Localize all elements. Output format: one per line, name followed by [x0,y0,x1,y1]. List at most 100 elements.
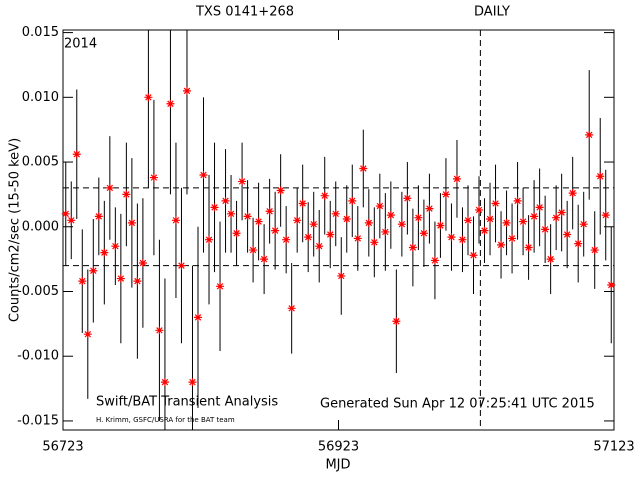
chart-subtitle: DAILY [474,5,510,20]
data-point [601,211,610,220]
data-point [541,225,550,234]
data-point [508,234,517,243]
data-point [149,173,158,182]
data-point [452,174,461,183]
year-label: 2014 [64,37,97,52]
data-point [304,233,313,242]
data-point [353,234,362,243]
data-point [293,216,302,225]
data-point [238,177,247,186]
data-point [552,213,561,222]
data-point [568,189,577,198]
data-point [530,212,539,221]
chart-title: TXS 0141+268 [195,5,294,20]
data-point [502,218,511,227]
data-point [249,246,258,255]
data-point [486,214,495,223]
data-point [397,220,406,229]
data-point [403,194,412,203]
data-point [364,218,373,227]
data-point [282,235,291,244]
data-point [469,251,478,260]
y-tick-label: -0.015 [17,413,59,428]
data-point [160,378,169,387]
y-axis-label: Counts/cm2/sec (15-50 keV) [8,138,23,322]
data-point [138,259,147,268]
data-point [480,226,489,235]
x-tick-label: 56923 [318,440,359,455]
data-point [563,230,572,239]
data-point [579,220,588,229]
data-point [590,246,599,255]
data-point [177,261,186,270]
data-point [271,226,280,235]
y-tick-label: 0.005 [22,155,59,170]
x-tick-label: 56723 [42,440,83,455]
data-point [199,170,208,179]
data-point [359,164,368,173]
data-point [243,212,252,221]
data-point [337,271,346,280]
data-point [221,196,230,205]
data-point [105,183,114,192]
y-tick-label: -0.010 [17,349,59,364]
data-point [210,203,219,212]
data-point [348,196,357,205]
data-point [127,218,136,227]
data-point [111,242,120,251]
credit: Swift/BAT Transient Analysis [96,395,278,410]
data-point [188,378,197,387]
data-point [166,99,175,108]
data-point [425,204,434,213]
data-point [475,205,484,214]
data-point [574,239,583,248]
data-point [232,229,241,238]
data-point [83,330,92,339]
data-point [309,220,318,229]
data-point [227,209,236,218]
data-point [441,190,450,199]
data-point [419,229,428,238]
data-point [72,150,81,159]
data-point [89,266,98,275]
y-tick-label: -0.005 [17,284,59,299]
data-point [491,199,500,208]
data-point [386,211,395,220]
data-point [100,248,109,257]
data-point [315,242,324,251]
data-point [78,277,87,286]
data-point [144,93,153,102]
data-point [535,203,544,212]
data-point [430,256,439,265]
plot-frame [62,29,615,431]
data-point [155,326,164,335]
data-point [497,240,506,249]
data-point [436,221,445,230]
data-point [254,217,263,226]
data-point [331,209,340,218]
data-point [524,243,533,252]
data-point [260,255,269,264]
data-point [375,202,384,211]
data-point [342,214,351,223]
data-point [546,255,555,264]
data-point [320,191,329,200]
y-tick-label: 0.015 [22,25,59,40]
data-point [596,172,605,181]
x-axis-label: MJD [325,458,350,473]
data-point [326,230,335,239]
data-point [447,233,456,242]
generated-note: Generated Sun Apr 12 07:25:41 UTC 2015 [320,397,595,412]
data-point [513,196,522,205]
y-tick-label: 0.000 [22,219,59,234]
data-point [265,207,274,216]
data-point [463,216,472,225]
data-point [182,86,191,95]
x-tick-label: 57123 [593,440,634,455]
data-point [171,216,180,225]
data-point [61,209,70,218]
data-point [519,217,528,226]
data-point [133,277,142,286]
